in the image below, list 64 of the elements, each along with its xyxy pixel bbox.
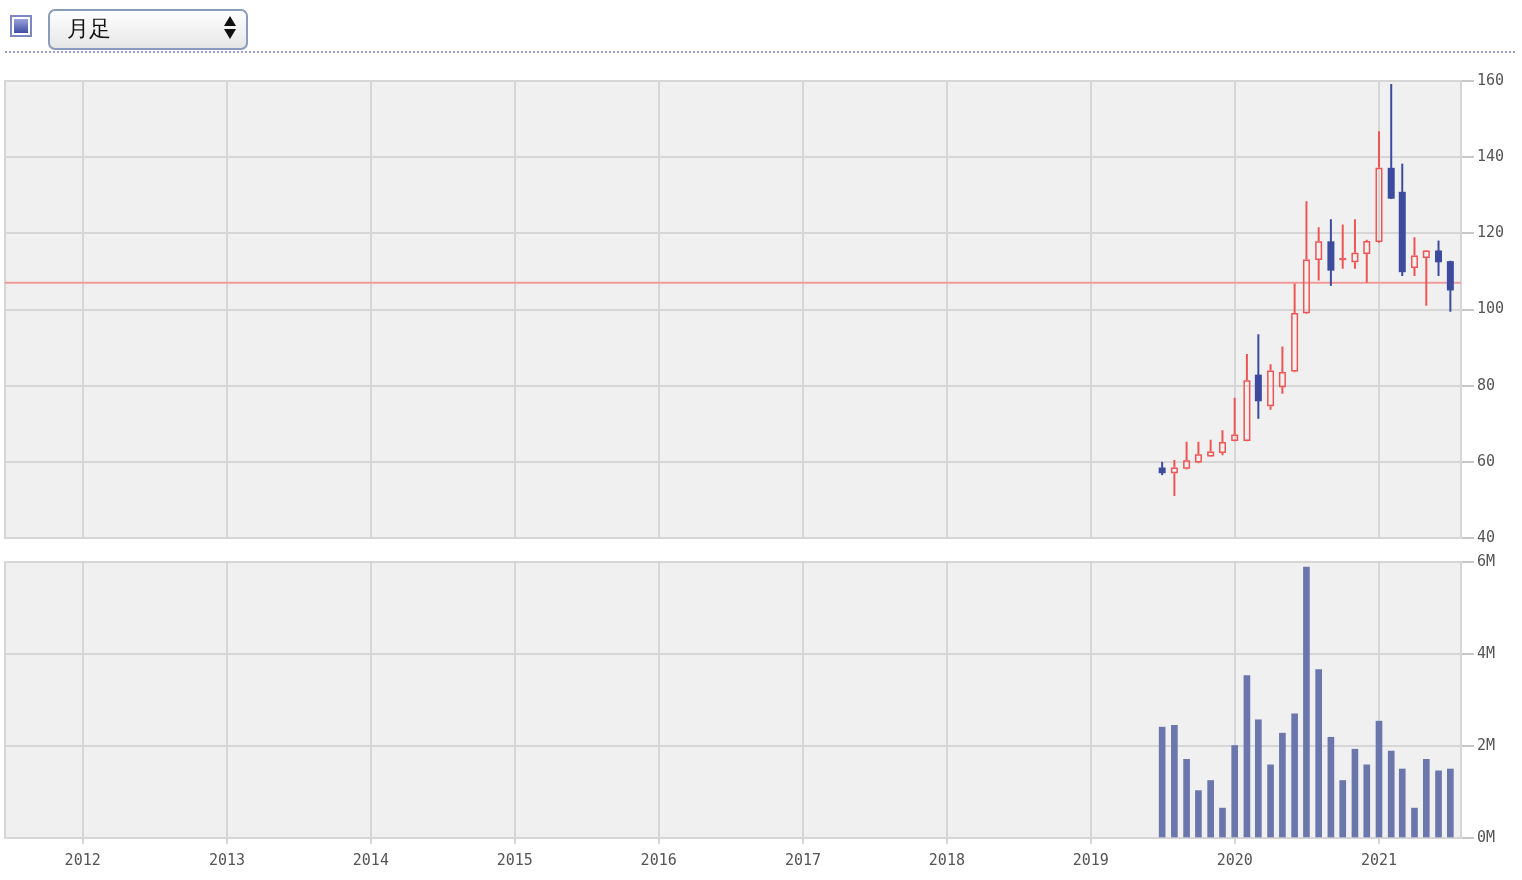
x-tick-label: 2013 — [208, 850, 246, 869]
candlestick — [1278, 345, 1286, 395]
x-tick-label: 2016 — [640, 850, 677, 869]
bar — [1219, 807, 1226, 838]
bar — [1327, 736, 1335, 838]
x-tick-label: 2015 — [496, 850, 533, 869]
bar — [1387, 750, 1395, 838]
candlestick — [1267, 363, 1275, 411]
bar — [1171, 724, 1178, 838]
y-tick-label: 100 — [1477, 299, 1505, 318]
bar — [1351, 748, 1359, 838]
bar — [1447, 768, 1454, 838]
candlestick — [1422, 250, 1430, 307]
bar — [1339, 780, 1347, 838]
bar — [1422, 759, 1430, 838]
candlestick — [1231, 396, 1239, 441]
bar — [1315, 669, 1322, 838]
bar — [1158, 726, 1166, 838]
bar — [1411, 807, 1418, 838]
x-tick-label: 2017 — [784, 850, 822, 869]
candlestick — [1207, 438, 1215, 457]
candlestick — [1218, 429, 1226, 457]
y-tick-label: 0M — [1477, 827, 1496, 846]
bar — [1398, 768, 1406, 838]
candlestick — [1375, 130, 1383, 243]
candlestick — [1410, 236, 1418, 277]
y-tick-label: 60 — [1477, 451, 1496, 470]
candlestick — [1170, 458, 1178, 498]
x-tick-label: 2018 — [928, 850, 965, 869]
x-tick-label: 2014 — [352, 850, 389, 869]
bar — [1363, 764, 1371, 838]
candlestick — [1363, 240, 1371, 284]
x-tick-label: 2019 — [1072, 850, 1109, 869]
x-tick-label: 2012 — [64, 850, 101, 869]
bar — [1291, 713, 1298, 838]
y-tick-label: 80 — [1477, 375, 1496, 394]
y-tick-label: 6M — [1477, 551, 1496, 570]
x-tick-label: 2021 — [1360, 850, 1398, 869]
candlestick — [1351, 218, 1359, 270]
bar — [1303, 566, 1310, 838]
y-tick-label: 4M — [1477, 643, 1496, 662]
bar — [1231, 745, 1239, 838]
y-tick-label: 120 — [1477, 223, 1505, 242]
bar — [1183, 759, 1190, 838]
dropdown-text: 月足 — [67, 16, 111, 42]
candlestick — [1302, 200, 1310, 314]
candlestick — [1243, 353, 1251, 441]
bar — [1243, 675, 1251, 838]
bar — [1195, 790, 1202, 838]
bar — [1207, 780, 1214, 838]
bar — [1279, 732, 1286, 838]
bar — [1435, 770, 1442, 838]
bar — [1375, 720, 1383, 838]
y-tick-label: 2M — [1477, 735, 1496, 754]
bar — [1267, 764, 1274, 838]
y-tick-label: 140 — [1477, 147, 1505, 166]
candlestick — [1183, 440, 1191, 469]
bar — [1255, 719, 1262, 838]
y-tick-label: 160 — [1477, 70, 1505, 89]
candlestick — [1315, 226, 1323, 282]
x-tick-label: 2020 — [1216, 850, 1253, 869]
y-tick-label: 40 — [1477, 527, 1496, 546]
candlestick — [1291, 282, 1299, 372]
candlestick — [1435, 239, 1443, 277]
